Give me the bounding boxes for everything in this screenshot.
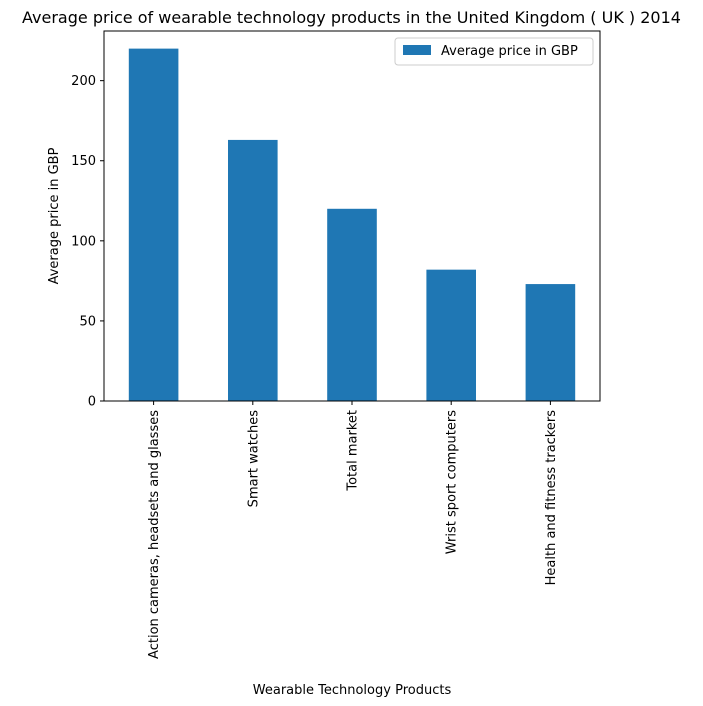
y-tick-label-3: 150 bbox=[71, 154, 96, 169]
bar-2 bbox=[327, 208, 377, 401]
bar-1 bbox=[228, 139, 278, 401]
legend-label: Average price in GBP bbox=[441, 44, 578, 59]
legend-box bbox=[394, 37, 594, 66]
x-tick-label-4: Health and fitness trackers bbox=[544, 410, 559, 586]
x-tick-label-1: Smart watches bbox=[246, 410, 261, 508]
y-tick-label-2: 100 bbox=[71, 234, 96, 249]
y-axis-label: Average price in GBP bbox=[47, 147, 62, 284]
plot-area: Action cameras, headsets and glasses Smar… bbox=[71, 48, 576, 659]
x-axis-label: Wearable Technology Products bbox=[253, 683, 452, 698]
legend: Average price in GBP bbox=[394, 37, 594, 66]
chart-title: Average price of wearable technology pro… bbox=[22, 8, 681, 27]
bar-4 bbox=[525, 284, 576, 401]
y-tick-label-1: 50 bbox=[79, 314, 96, 329]
x-tick-label-2: Total market bbox=[346, 410, 361, 492]
bar-3 bbox=[426, 269, 476, 401]
x-tick-label-3: Wrist sport computers bbox=[445, 410, 460, 554]
bar-0 bbox=[128, 48, 179, 401]
x-tick-label-0: Action cameras, headsets and glasses bbox=[147, 410, 162, 659]
legend-swatch bbox=[403, 45, 431, 55]
plot-frame bbox=[103, 30, 601, 402]
y-tick-label-4: 200 bbox=[71, 74, 96, 89]
y-tick-label-0: 0 bbox=[88, 395, 96, 410]
